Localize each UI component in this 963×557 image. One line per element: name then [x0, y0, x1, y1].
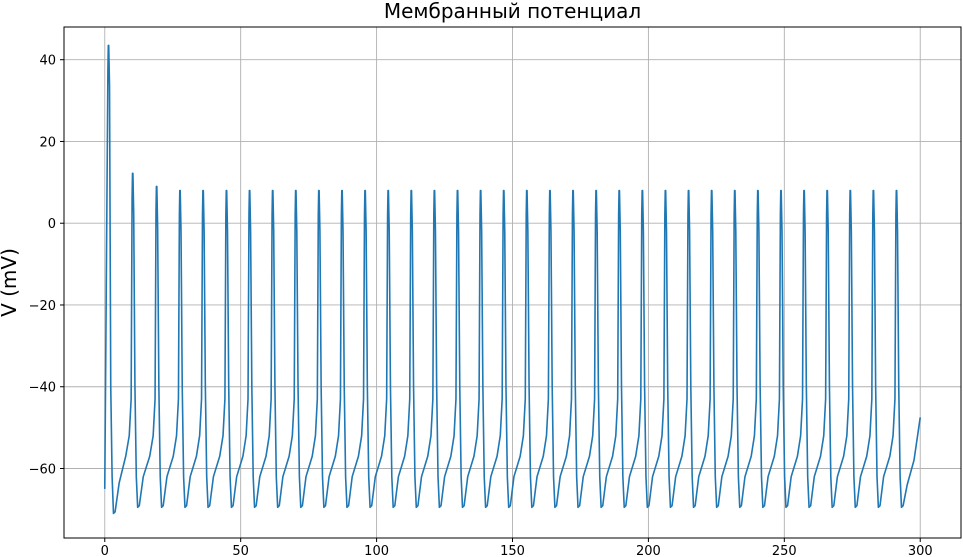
- y-tick-label: 20: [39, 135, 56, 150]
- x-tick-label: 150: [500, 544, 525, 557]
- x-tick-label: 250: [772, 544, 797, 557]
- x-tick-label: 100: [364, 544, 389, 557]
- y-tick-label: −60: [29, 463, 56, 478]
- y-axis-label: V (mV): [0, 248, 21, 317]
- y-tick-label: 0: [48, 217, 56, 232]
- plot-area: [103, 44, 922, 515]
- y-tick-label: −40: [29, 381, 56, 396]
- x-tick-label: 300: [908, 544, 933, 557]
- axis-ticks: 0 50 100 150 200 250 300 −60 −40 −20 0 20 40: [29, 54, 933, 557]
- x-tick-label: 200: [636, 544, 661, 557]
- y-tick-label: 40: [39, 54, 56, 69]
- voltage-trace-line: [103, 44, 922, 515]
- chart-title: Мембранный потенциал: [384, 0, 641, 23]
- x-tick-label: 0: [101, 544, 109, 557]
- grid: [64, 27, 961, 538]
- y-tick-label: −20: [29, 299, 56, 314]
- x-tick-label: 50: [232, 544, 249, 557]
